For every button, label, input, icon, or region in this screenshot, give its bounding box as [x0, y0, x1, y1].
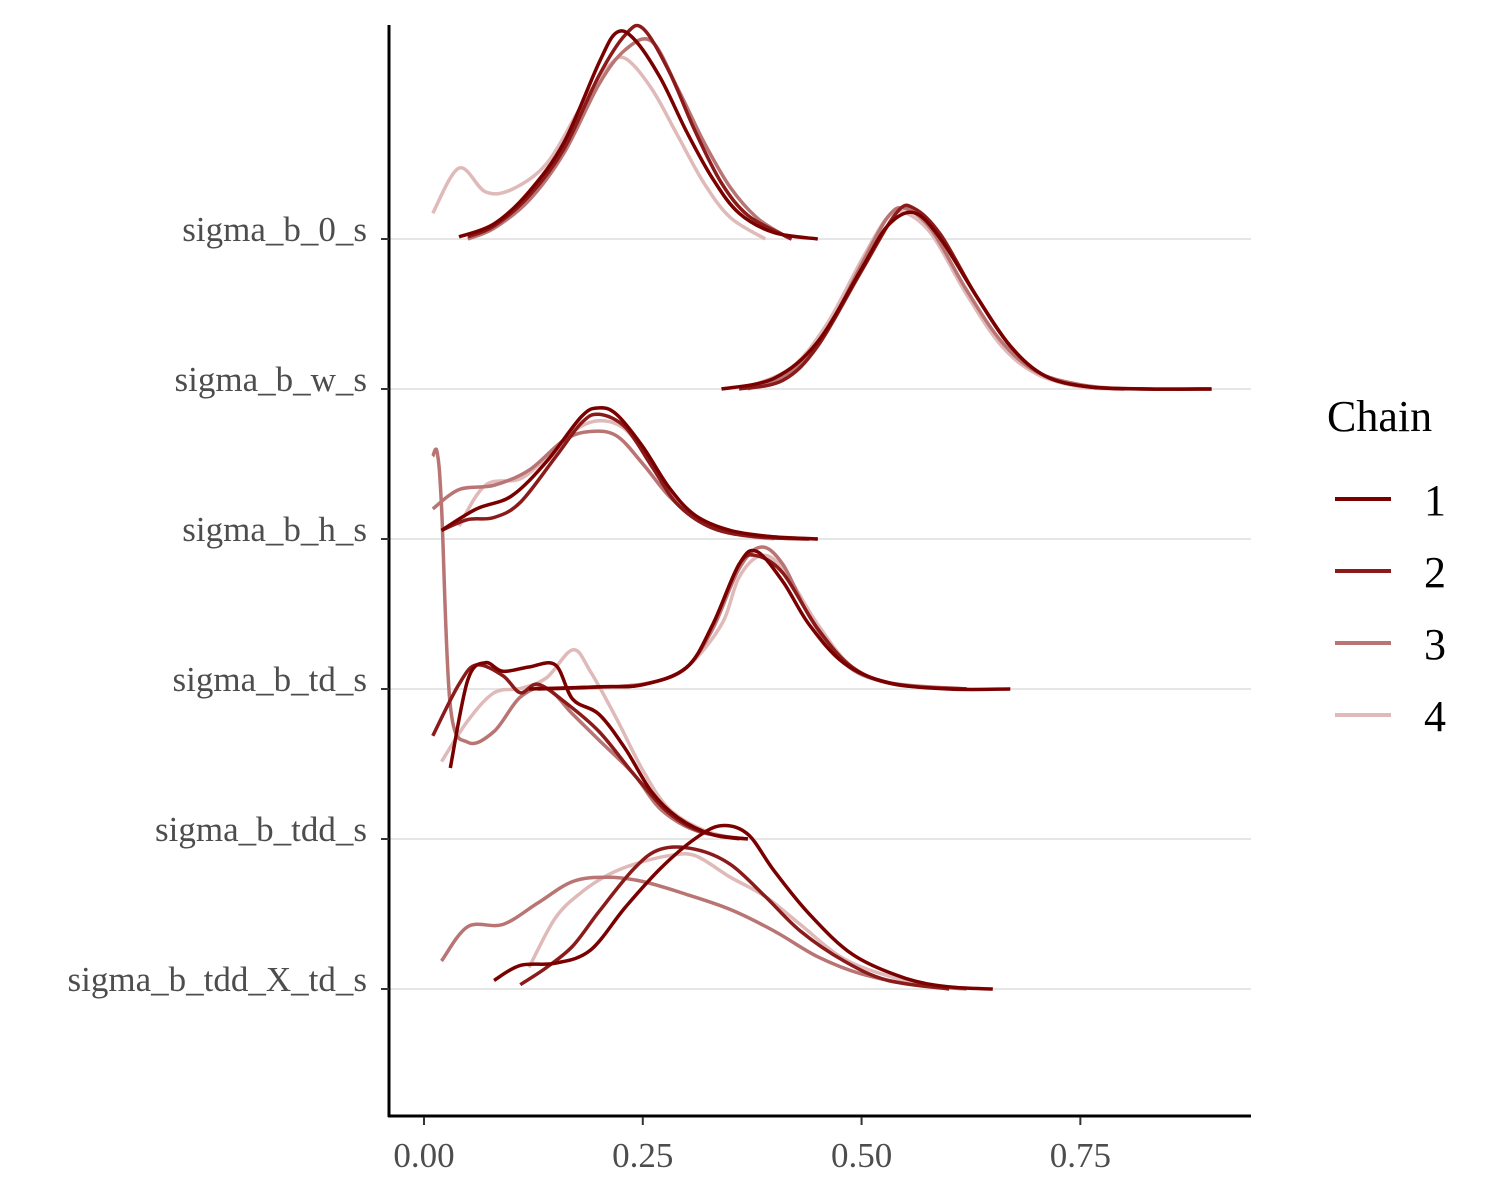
- legend-label-chain-2: 2: [1424, 548, 1446, 597]
- axes: [387, 25, 1251, 1118]
- density-sigma_b_td_s-chain-2: [537, 553, 967, 691]
- y-tick-label-sigma_b_tdd_s: sigma_b_tdd_s: [155, 810, 367, 849]
- x-tick-label-0.00: 0.00: [393, 1136, 454, 1175]
- density-sigma_b_0_s-chain-2: [467, 23, 793, 241]
- density-sigma_b_tdd_s-chain-1: [448, 660, 749, 841]
- density-sigma_b_h_s-chain-1: [440, 406, 818, 541]
- density-sigma_b_tdd_X_td_s-chain-3: [440, 875, 967, 991]
- legend-label-chain-1: 1: [1424, 476, 1446, 525]
- x-axis-ticks: 0.00 0.25 0.50 0.75: [393, 1117, 1111, 1175]
- y-tick-label-sigma_b_w_s: sigma_b_w_s: [175, 360, 368, 399]
- y-tick-label-sigma_b_tdd_X_td_s: sigma_b_tdd_X_td_s: [68, 960, 367, 999]
- legend: Chain 1 2 3 4: [1327, 392, 1446, 741]
- y-axis-ticks: sigma_b_0_s sigma_b_w_s sigma_b_h_s sigma_b…: [68, 210, 389, 999]
- density-curves: [431, 23, 1212, 991]
- density-sigma_b_tdd_X_td_s-chain-2: [519, 845, 950, 991]
- legend-items: 1 2 3 4: [1335, 476, 1446, 741]
- x-tick-label-0.75: 0.75: [1050, 1136, 1111, 1175]
- density-sigma_b_w_s-chain-4: [747, 208, 1125, 391]
- density-sigma_b_td_s-chain-1: [528, 548, 1011, 692]
- density-sigma_b_w_s-chain-1: [721, 210, 1212, 391]
- density-sigma_b_td_s-chain-3: [546, 545, 967, 691]
- density-sigma_b_tdd_X_td_s-chain-4: [527, 851, 950, 991]
- gridlines: [389, 238, 1251, 990]
- x-tick-label-0.25: 0.25: [612, 1136, 673, 1175]
- legend-label-chain-3: 3: [1424, 620, 1446, 669]
- y-tick-label-sigma_b_h_s: sigma_b_h_s: [182, 510, 367, 549]
- x-tick-label-0.50: 0.50: [831, 1136, 892, 1175]
- density-sigma_b_h_s-chain-3: [431, 429, 818, 541]
- y-tick-label-sigma_b_td_s: sigma_b_td_s: [173, 660, 367, 699]
- density-sigma_b_td_s-chain-4: [546, 553, 967, 691]
- density-sigma_b_h_s-chain-2: [440, 412, 810, 541]
- density-sigma_b_tdd_s-chain-3: [431, 447, 740, 841]
- y-tick-label-sigma_b_0_s: sigma_b_0_s: [182, 210, 367, 249]
- density-sigma_b_tdd_s-chain-4: [440, 648, 740, 841]
- density-sigma_b_0_s-chain-1: [458, 29, 819, 241]
- density-sigma_b_tdd_s-chain-2: [431, 662, 749, 841]
- density-sigma_b_0_s-chain-4: [431, 55, 767, 241]
- legend-title: Chain: [1327, 392, 1432, 441]
- density-sigma_b_tdd_X_td_s-chain-1: [493, 823, 993, 991]
- legend-label-chain-4: 4: [1424, 692, 1446, 741]
